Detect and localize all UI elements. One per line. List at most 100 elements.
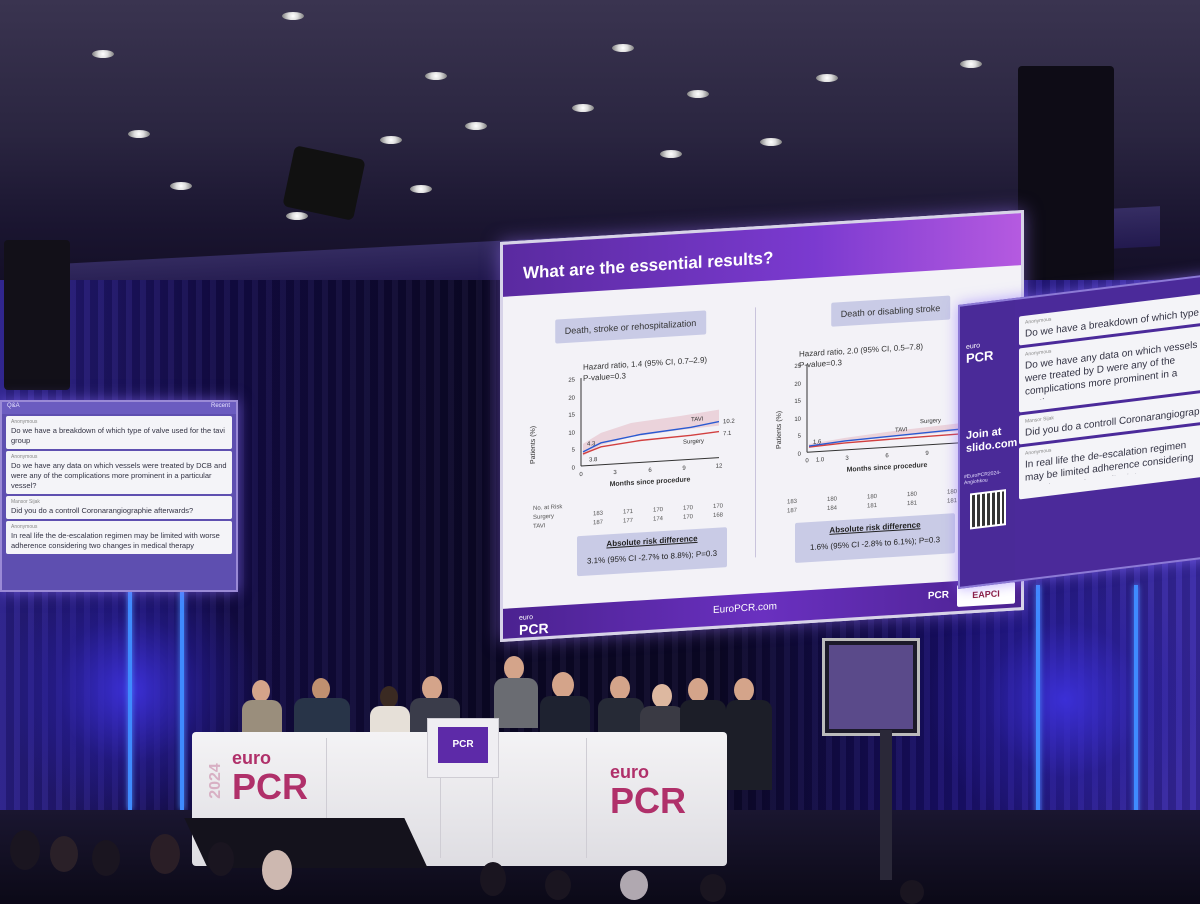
start-value: 1.6 — [813, 439, 822, 446]
right-km-chart: Patients (%) 25 20 15 10 5 0 0 1.0 3 6 9… — [776, 364, 971, 474]
desk-seam — [492, 738, 493, 858]
desk-seam — [326, 738, 327, 858]
audience — [0, 830, 1200, 904]
question-author: Anonymous — [11, 524, 38, 530]
ceiling-light — [128, 130, 150, 138]
ceiling-light — [170, 182, 192, 190]
light-pole — [1134, 585, 1138, 885]
ceiling-light — [960, 60, 982, 68]
right-panel-heading: Death or disabling stroke — [830, 295, 951, 327]
y-axis-label: Patients (%) — [530, 426, 537, 465]
ceiling-light — [687, 90, 709, 98]
y-tick-label: 15 — [794, 399, 801, 405]
stage-monitor — [822, 638, 920, 736]
event-hashtag: #EuroPCR2024-Angiohkou — [964, 469, 1001, 487]
desk-seam — [586, 738, 587, 858]
risk-cell: 174 — [652, 516, 663, 523]
right-absolute-risk-box: Absolute risk difference 1.6% (95% CI -2… — [795, 513, 955, 563]
y-tick-label: 20 — [568, 395, 575, 401]
x-tick-label: 12 — [716, 463, 723, 469]
podium: PCR — [427, 718, 499, 778]
start-value: 4.3 — [587, 441, 596, 448]
question-card: Anonymous Do we have a breakdown of whic… — [6, 416, 232, 449]
desk-logo: PCR — [232, 766, 309, 807]
left-absolute-risk-box: Absolute risk difference 3.1% (95% CI -2… — [577, 527, 727, 577]
left-qa-screen: Q&A Recent Anonymous Do we have a breakd… — [0, 400, 238, 592]
x-tick-label: 9 — [925, 451, 929, 457]
ceiling-light — [92, 50, 114, 58]
ceiling-light — [380, 136, 402, 144]
surgery-end-value: 7.1 — [723, 431, 732, 438]
slido-sidebar: euro PCR Join at slido.com #EuroPCR2024-… — [960, 300, 1017, 587]
risk-cell: 184 — [826, 505, 837, 513]
logo-main: PCR — [966, 347, 994, 367]
start-value: 3.8 — [589, 457, 598, 464]
y-tick-label: 25 — [794, 364, 801, 370]
ceiling-light — [282, 12, 304, 20]
ceiling-light — [425, 72, 447, 80]
tavi-curve — [582, 420, 720, 453]
ceiling-light — [612, 44, 634, 52]
risk-row-label: TAVI — [533, 523, 546, 530]
risk-cell: 181 — [906, 500, 917, 508]
right-qa-screen: euro PCR Join at slido.com #EuroPCR2024-… — [958, 273, 1200, 589]
y-tick-label: 5 — [572, 447, 576, 453]
tavi-curve — [808, 427, 968, 447]
question-text: Did you do a controll Coronarangiographi… — [11, 506, 194, 515]
ceiling-light — [760, 138, 782, 146]
question-list: Anonymous Do we have a breakdown of whic… — [1017, 290, 1200, 503]
tavi-label: TAVI — [895, 427, 908, 434]
x-axis-label: Months since procedure — [610, 476, 691, 488]
ceiling-light — [286, 212, 308, 220]
light-pole — [1036, 585, 1040, 885]
ci-band — [809, 422, 967, 449]
abs-risk-title: Absolute risk difference — [829, 520, 921, 535]
desk-logo-small: euro — [610, 762, 650, 782]
surgery-curve — [582, 430, 720, 455]
slide-title: What are the essential results? — [523, 248, 774, 283]
y-tick-label: 25 — [568, 377, 575, 383]
left-result-panel: Death, stroke or rehospitalization Hazar… — [513, 308, 748, 602]
abs-risk-value: 3.1% (95% CI -2.7% to 8.8%); P=0.3 — [586, 548, 718, 566]
surgery-label: Surgery — [683, 439, 704, 446]
line-array-speaker — [1018, 66, 1114, 296]
x-tick-label: 1.0 — [816, 457, 825, 464]
desk-logo: PCR — [610, 780, 687, 821]
question-card: Anonymous In real life the de-escalation… — [6, 521, 232, 554]
line-array-speaker — [4, 240, 70, 390]
tavi-end-value: 10.2 — [723, 419, 735, 426]
ceiling-light — [660, 150, 682, 158]
y-tick-label: 0 — [798, 452, 802, 458]
y-tick-label: 15 — [568, 412, 575, 418]
left-km-chart: Patients (%) 25 20 15 10 5 0 0 3 6 9 12 … — [530, 377, 735, 488]
question-author: Anonymous — [11, 454, 38, 460]
surgery-curve — [808, 432, 968, 448]
y-tick-label: 0 — [572, 465, 576, 471]
question-card: Anonymous Do we have any data on which v… — [6, 451, 232, 494]
x-axis — [581, 457, 719, 467]
ceiling-light — [465, 122, 487, 130]
y-tick-label: 10 — [794, 417, 801, 423]
light-pole — [180, 590, 184, 810]
ceiling-light — [816, 74, 838, 82]
question-author: Anonymous — [11, 419, 38, 425]
risk-cell: 181 — [866, 502, 877, 510]
y-tick-label: 20 — [794, 382, 801, 388]
x-tick-label: 9 — [682, 466, 686, 472]
main-projection-screen: What are the essential results? Death, s… — [500, 209, 1024, 642]
left-panel-heading: Death, stroke or rehospitalization — [554, 310, 707, 344]
qa-header: Q&A Recent — [2, 402, 236, 414]
join-text: Join at slido.com — [966, 424, 1017, 456]
qr-code — [970, 489, 1006, 530]
risk-cell: 170 — [682, 514, 693, 521]
qa-tab: Q&A — [7, 403, 20, 409]
x-axis-label: Months since procedure — [847, 462, 928, 474]
x-tick-label: 6 — [648, 468, 652, 474]
question-text: In real life the de-escalation regimen m… — [11, 531, 220, 550]
europcr-logo: euro PCR — [966, 341, 993, 366]
question-author: Mansor Sijak — [11, 499, 40, 505]
question-text: Do we have any data on which vessels wer… — [11, 461, 227, 490]
logo-main: PCR — [519, 620, 549, 638]
abs-risk-value: 1.6% (95% CI -2.8% to 6.1%); P=0.3 — [809, 535, 941, 553]
